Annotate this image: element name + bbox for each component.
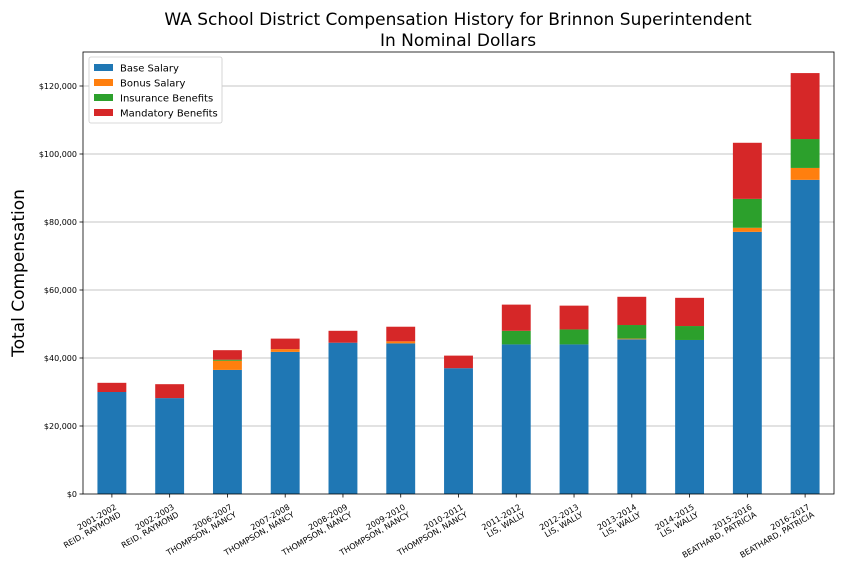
bar-insurance-benefits [559,329,589,345]
y-tick-label: $20,000 [44,422,77,431]
legend-swatch [94,109,113,116]
x-tick-label: 2013-2014LIS, WALLY [596,502,643,539]
bar-bonus-salary [732,227,762,232]
y-tick-label: $0 [67,490,77,499]
bar-insurance-benefits [790,139,820,168]
bar-bonus-salary [386,341,416,344]
bar-mandatory-benefits [675,297,705,327]
bar-base-salary [732,231,762,495]
bar-mandatory-benefits [155,384,185,399]
legend-label: Mandatory Benefits [120,109,218,120]
bar-insurance-benefits [732,198,762,228]
bar-base-salary [559,344,589,494]
x-ticks-layer: 2001-2002REID, RAYMOND 2002-2003REID, RAY… [58,494,816,560]
bar-bonus-salary [212,360,242,370]
bar-insurance-benefits [212,359,242,361]
bar-base-salary [155,398,185,494]
x-tick-label: 2002-2003REID, RAYMOND [115,502,180,550]
bar-insurance-benefits [675,326,705,340]
bar-base-salary [212,369,242,494]
bar-base-salary [386,343,416,494]
bar-mandatory-benefits [386,326,416,342]
bar-base-salary [790,179,820,494]
bar-insurance-benefits [617,325,647,339]
legend: Base Salary Bonus Salary Insurance Benefit… [88,56,223,124]
bar-mandatory-benefits [97,382,127,392]
y-axis-label: Total Compensation [9,189,29,358]
y-ticks-layer: $0 $20,000 $40,000 $60,000 $80,000 $100,000 $1… [39,82,83,499]
bar-mandatory-benefits [501,304,531,331]
bar-base-salary [97,392,127,494]
y-tick-label: $40,000 [44,354,77,363]
bar-base-salary [501,344,531,494]
bars-layer [97,73,820,495]
bar-bonus-salary [790,167,820,180]
x-tick-label: 2001-2002REID, RAYMOND [58,502,123,550]
bar-insurance-benefits [501,330,531,345]
bar-base-salary [675,339,705,494]
bar-mandatory-benefits [559,305,589,330]
bar-mandatory-benefits [732,142,762,199]
chart-subtitle: In Nominal Dollars [380,31,536,51]
x-tick-label: 2014-2015LIS, WALLY [654,502,701,539]
bar-base-salary [444,368,473,494]
legend-label: Bonus Salary [120,79,186,90]
legend-label: Base Salary [120,64,179,75]
x-tick-label: 2011-2012LIS, WALLY [480,502,527,539]
bar-mandatory-benefits [212,350,242,360]
bar-mandatory-benefits [790,73,820,140]
legend-swatch [94,64,113,71]
y-tick-label: $120,000 [39,82,77,91]
legend-swatch [94,94,113,101]
chart-title: WA School District Compensation History … [164,10,752,30]
y-tick-label: $60,000 [44,286,77,295]
x-tick-label: 2012-2013LIS, WALLY [538,502,585,539]
legend-box [88,56,223,124]
bar-mandatory-benefits [617,296,647,326]
bar-mandatory-benefits [270,338,300,350]
bar-base-salary [617,339,647,494]
y-tick-label: $80,000 [44,218,77,227]
bar-mandatory-benefits [328,330,358,343]
bar-base-salary [270,351,300,494]
bar-bonus-salary [270,349,300,352]
bar-bonus-salary [617,338,647,340]
bar-base-salary [328,342,358,494]
y-tick-label: $100,000 [39,150,77,159]
legend-label: Insurance Benefits [120,94,213,105]
bar-mandatory-benefits [444,355,473,369]
legend-swatch [94,79,113,86]
